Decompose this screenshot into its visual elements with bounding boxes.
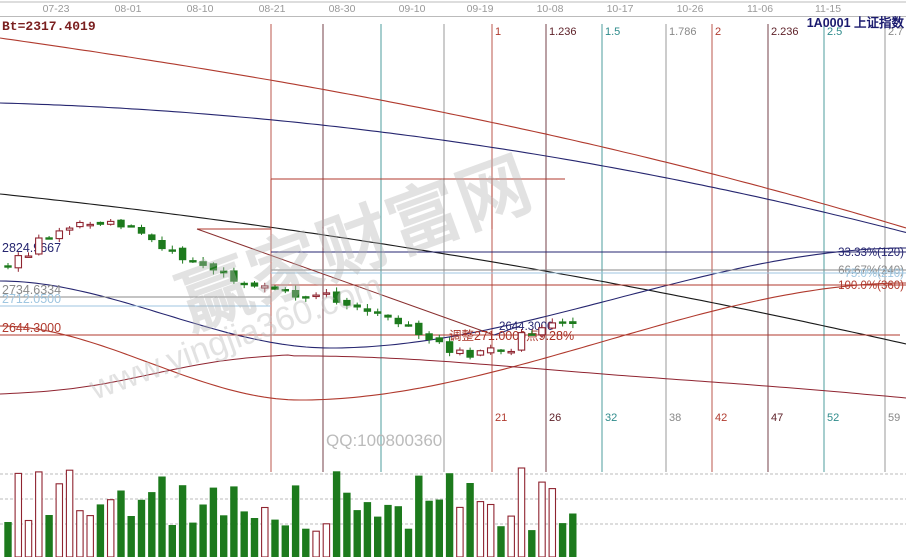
svg-text:33.33%(120): 33.33%(120) xyxy=(838,247,904,259)
svg-text:11-15: 11-15 xyxy=(815,3,841,15)
svg-text:38: 38 xyxy=(669,412,681,424)
svg-text:调整271.0000点9.28%: 调整271.0000点9.28% xyxy=(449,328,574,343)
svg-text:1.236: 1.236 xyxy=(549,26,577,38)
svg-text:QQ:100800360: QQ:100800360 xyxy=(326,431,442,450)
svg-text:47: 47 xyxy=(771,412,783,424)
svg-text:75.0%(210): 75.0%(210) xyxy=(845,268,905,280)
svg-text:32: 32 xyxy=(605,412,617,424)
svg-text:08-21: 08-21 xyxy=(259,3,286,15)
svg-text:10-17: 10-17 xyxy=(607,3,634,15)
svg-text:26: 26 xyxy=(549,412,561,424)
svg-text:2824.9667: 2824.9667 xyxy=(2,241,61,255)
svg-text:08-10: 08-10 xyxy=(187,3,214,15)
svg-text:42: 42 xyxy=(715,412,727,424)
svg-text:08-01: 08-01 xyxy=(115,3,142,15)
svg-text:Bt=2317.4019: Bt=2317.4019 xyxy=(2,19,96,34)
svg-text:2712.0500: 2712.0500 xyxy=(2,292,61,306)
svg-text:2644.3000: 2644.3000 xyxy=(2,321,61,335)
svg-text:100.0%(360): 100.0%(360) xyxy=(838,280,904,292)
svg-text:1.5: 1.5 xyxy=(605,26,620,38)
svg-text:2.236: 2.236 xyxy=(771,26,799,38)
svg-text:07-23: 07-23 xyxy=(43,3,70,15)
svg-text:2: 2 xyxy=(715,26,721,38)
svg-text:10-08: 10-08 xyxy=(537,3,564,15)
svg-text:1A0001 上证指数: 1A0001 上证指数 xyxy=(807,15,905,30)
svg-text:11-06: 11-06 xyxy=(747,3,773,15)
svg-text:1: 1 xyxy=(495,26,501,38)
svg-text:59: 59 xyxy=(888,412,900,424)
svg-text:21: 21 xyxy=(495,412,507,424)
svg-text:1.786: 1.786 xyxy=(669,26,697,38)
svg-text:09-19: 09-19 xyxy=(467,3,494,15)
svg-text:08-30: 08-30 xyxy=(329,3,356,15)
svg-text:10-26: 10-26 xyxy=(677,3,704,15)
svg-text:09-10: 09-10 xyxy=(399,3,426,15)
svg-text:52: 52 xyxy=(827,412,839,424)
